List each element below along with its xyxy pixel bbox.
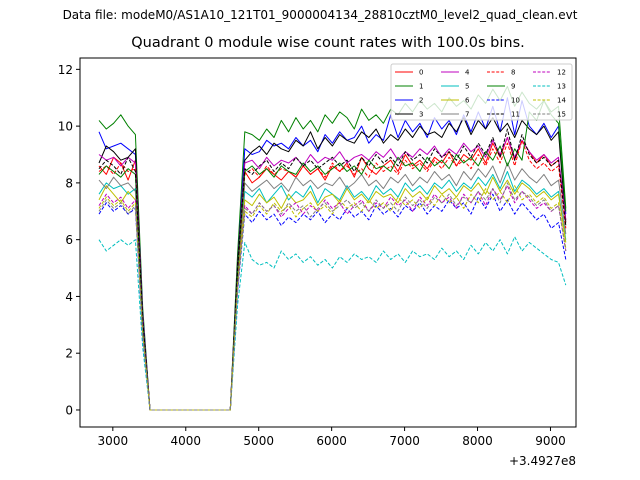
x-offset-label: +3.4927e8 bbox=[509, 454, 576, 468]
legend-label-14: 14 bbox=[557, 97, 566, 105]
y-tick-label: 2 bbox=[65, 347, 73, 361]
legend-label-11: 11 bbox=[511, 111, 520, 119]
legend-label-7: 7 bbox=[465, 111, 469, 119]
chart-title: Quadrant 0 module wise count rates with … bbox=[131, 35, 525, 51]
x-tick-label: 4000 bbox=[170, 434, 201, 448]
legend-label-9: 9 bbox=[511, 83, 515, 91]
x-tick-label: 3000 bbox=[98, 434, 129, 448]
legend-label-10: 10 bbox=[511, 97, 520, 105]
legend-label-12: 12 bbox=[557, 69, 566, 77]
series-line-5 bbox=[98, 171, 567, 411]
legend-label-8: 8 bbox=[511, 69, 515, 77]
series-line-10 bbox=[98, 193, 567, 411]
series-line-0 bbox=[98, 137, 567, 411]
legend-label-0: 0 bbox=[419, 69, 423, 77]
y-tick-label: 4 bbox=[65, 290, 73, 304]
legend-label-3: 3 bbox=[419, 111, 423, 119]
legend-label-2: 2 bbox=[419, 97, 423, 105]
legend-label-6: 6 bbox=[465, 97, 470, 105]
series-line-12 bbox=[98, 185, 567, 411]
y-tick-label: 6 bbox=[65, 233, 73, 247]
y-tick-label: 12 bbox=[58, 63, 73, 77]
x-tick-label: 6000 bbox=[316, 434, 347, 448]
figure-suptitle: Data file: modeM0/AS1A10_121T01_90000041… bbox=[62, 8, 578, 22]
series-line-13 bbox=[98, 236, 567, 411]
legend-label-5: 5 bbox=[465, 83, 469, 91]
series-line-3 bbox=[98, 117, 567, 411]
y-axis: 0 2 4 6 8 10 12 bbox=[58, 63, 80, 417]
legend-box bbox=[390, 63, 573, 121]
x-tick-label: 7000 bbox=[389, 434, 420, 448]
series-layer bbox=[98, 85, 567, 411]
legend-label-15: 15 bbox=[557, 111, 566, 119]
legend-label-1: 1 bbox=[419, 83, 423, 91]
x-tick-label: 8000 bbox=[462, 434, 493, 448]
series-line-14 bbox=[98, 185, 567, 411]
y-tick-label: 10 bbox=[58, 120, 73, 134]
legend-label-4: 4 bbox=[465, 69, 470, 77]
axes-frame bbox=[79, 57, 577, 428]
series-line-1 bbox=[98, 85, 567, 411]
series-line-6 bbox=[98, 176, 567, 411]
x-axis: 3000 4000 5000 6000 7000 8000 9000 bbox=[98, 427, 566, 448]
y-tick-label: 0 bbox=[65, 403, 73, 417]
x-tick-label: 9000 bbox=[535, 434, 566, 448]
x-tick-label: 5000 bbox=[243, 434, 274, 448]
legend-label-13: 13 bbox=[557, 83, 566, 91]
series-line-15 bbox=[98, 182, 567, 411]
y-tick-label: 8 bbox=[65, 176, 73, 190]
series-line-11 bbox=[98, 128, 567, 411]
series-line-4 bbox=[98, 137, 567, 411]
